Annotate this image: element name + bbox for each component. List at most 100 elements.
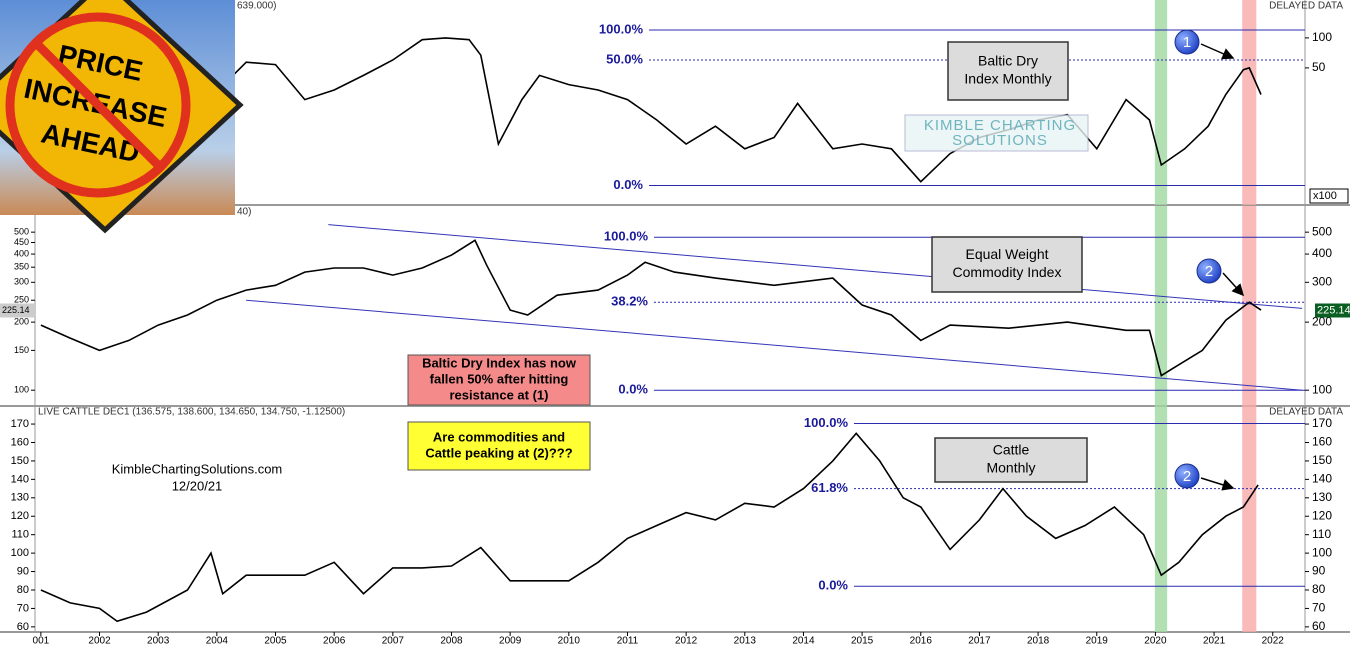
y-tick-label: 130 xyxy=(11,492,29,504)
y-tick-label: 90 xyxy=(17,565,29,577)
fib-label: 100.0% xyxy=(599,21,644,36)
x-tick-label: 2007 xyxy=(382,636,405,647)
y2-tick-label: 160 xyxy=(1312,435,1332,449)
callout-label: 2 xyxy=(1205,263,1213,280)
note-text: Cattle peaking at (2)??? xyxy=(425,445,572,460)
y-tick-label: 70 xyxy=(17,602,29,614)
y-tick-label: 170 xyxy=(11,418,29,430)
price-line xyxy=(228,37,1262,183)
fib-label: 100.0% xyxy=(604,229,649,244)
price-line xyxy=(40,432,1259,623)
y-tick-label: 150 xyxy=(14,345,29,355)
y2-tick-label: 50 xyxy=(1312,60,1326,74)
note-box xyxy=(407,354,591,406)
callout-ball xyxy=(1174,463,1200,489)
y2-tick-label: 70 xyxy=(1312,601,1326,615)
x-tick-label: 001 xyxy=(33,636,50,647)
y2-tick-label: 100 xyxy=(1312,30,1332,44)
last-value-label: 225.14 xyxy=(2,305,30,315)
x-tick-label: 2003 xyxy=(147,636,170,647)
highlight-band xyxy=(1154,206,1168,406)
x-tick-label: 2018 xyxy=(1027,636,1050,647)
callout-ball xyxy=(1174,29,1200,55)
fib-label: 0.0% xyxy=(613,177,643,192)
fib-label: 0.0% xyxy=(618,382,648,397)
highlight-band xyxy=(1242,0,1257,205)
y-tick-label: 200 xyxy=(14,317,29,327)
y-tick-label: 350 xyxy=(14,262,29,272)
unit-label: x100 xyxy=(1313,190,1337,202)
callout-ball xyxy=(1196,258,1222,284)
watermark: SOLUTIONS xyxy=(952,132,1048,149)
callout-arrow xyxy=(1222,272,1245,297)
fib-label: 50.0% xyxy=(606,51,643,66)
panel-title: Monthly xyxy=(986,460,1035,476)
y2-tick-label: 500 xyxy=(1312,224,1332,238)
last-value-box xyxy=(1315,303,1350,318)
y-tick-label: 160 xyxy=(11,436,29,448)
x-tick-label: 2010 xyxy=(558,636,581,647)
x-tick-label: 2022 xyxy=(1262,636,1285,647)
panel-header: 40) xyxy=(237,207,251,218)
x-tick-label: 2015 xyxy=(851,636,874,647)
watermark: KIMBLE CHARTING xyxy=(924,117,1076,134)
y2-tick-label: 140 xyxy=(1312,472,1332,486)
x-tick-label: 2004 xyxy=(206,636,229,647)
x-tick-label: 2002 xyxy=(88,636,111,647)
note-box xyxy=(407,421,591,471)
callout-label: 2 xyxy=(1183,468,1191,485)
y-tick-label: 80 xyxy=(17,584,29,596)
x-tick-label: 2017 xyxy=(968,636,991,647)
y-tick-label: 400 xyxy=(14,248,29,258)
x-tick-label: 2011 xyxy=(617,636,639,647)
trend-line xyxy=(328,224,1303,309)
panel-title: Equal Weight xyxy=(965,246,1048,262)
fib-label: 100.0% xyxy=(804,415,849,430)
y-tick-label: 100 xyxy=(14,385,29,395)
highlight-band xyxy=(1242,206,1257,406)
y2-tick-label: 120 xyxy=(1312,508,1332,522)
y-tick-label: 450 xyxy=(14,237,29,247)
panel-header: 639.000) xyxy=(237,1,276,12)
title-box xyxy=(947,41,1069,101)
callout-arrow xyxy=(1200,43,1235,60)
y2-tick-label: 300 xyxy=(1312,274,1332,288)
x-tick-label: 2019 xyxy=(1086,636,1109,647)
y-tick-label: 250 xyxy=(14,295,29,305)
note-text: Baltic Dry Index has now xyxy=(422,355,577,370)
callout-arrow xyxy=(1200,477,1235,491)
y-tick-label: 300 xyxy=(14,277,29,287)
y-tick-label: 100 xyxy=(11,547,29,559)
title-box xyxy=(931,236,1083,293)
note-text: fallen 50% after hitting xyxy=(430,371,569,386)
last-value-box xyxy=(0,303,34,318)
fib-label: 0.0% xyxy=(818,578,848,593)
callout-label: 1 xyxy=(1183,34,1191,51)
y2-tick-label: 110 xyxy=(1312,527,1331,541)
highlight-band xyxy=(1154,0,1168,205)
watermark-box xyxy=(904,114,1089,152)
y2-tick-label: 90 xyxy=(1312,564,1326,578)
fib-label: 38.2% xyxy=(611,294,648,309)
highlight-band xyxy=(1242,406,1257,632)
x-tick-label: 2005 xyxy=(264,636,287,647)
y2-tick-label: 80 xyxy=(1312,582,1326,596)
panel-title: Cattle xyxy=(993,442,1030,458)
x-tick-label: 2016 xyxy=(910,636,933,647)
x-tick-label: 2006 xyxy=(323,636,346,647)
credit: 12/20/21 xyxy=(172,478,223,493)
panel-title: Baltic Dry xyxy=(978,53,1038,69)
sign-board xyxy=(0,0,244,234)
x-tick-label: 2008 xyxy=(440,636,463,647)
x-tick-label: 2013 xyxy=(734,636,757,647)
unit-box xyxy=(1309,188,1349,204)
y-tick-label: 140 xyxy=(11,473,29,485)
x-tick-label: 2014 xyxy=(792,636,815,647)
highlight-band xyxy=(1154,406,1168,632)
y2-tick-label: 150 xyxy=(1312,453,1332,467)
sign-image: PRICE INCREASE AHEAD xyxy=(0,0,244,234)
trend-line xyxy=(246,299,1303,391)
y2-tick-label: 100 xyxy=(1312,382,1332,396)
y-tick-label: 120 xyxy=(11,510,29,522)
